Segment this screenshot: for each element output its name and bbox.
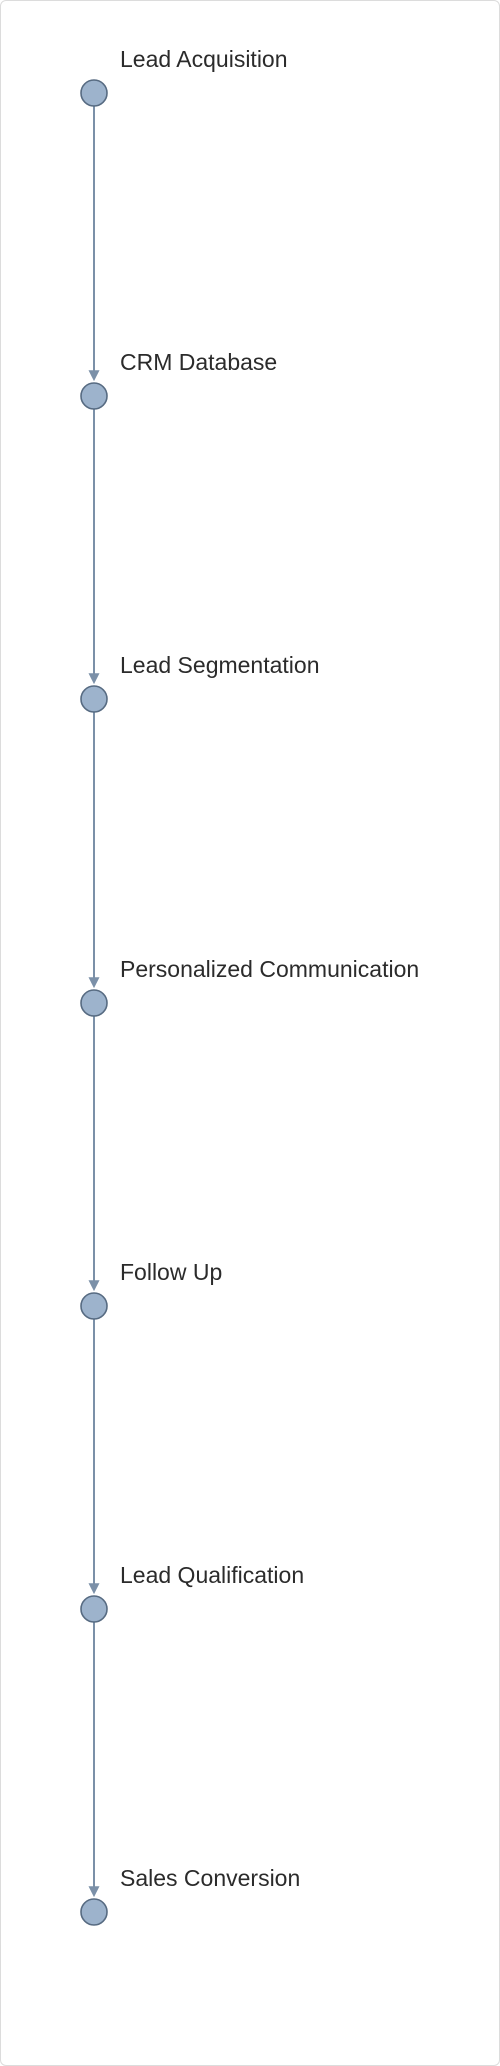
flow-node-label: Lead Acquisition (120, 46, 288, 73)
flow-node (81, 383, 107, 409)
diagram-frame: Lead Acquisition CRM Database Lead Segment… (0, 0, 500, 2066)
flow-node (81, 990, 107, 1016)
flow-node (81, 1899, 107, 1925)
flow-node-label: CRM Database (120, 349, 277, 376)
flow-node-label: Lead Segmentation (120, 652, 320, 679)
flow-node-label: Sales Conversion (120, 1865, 300, 1892)
flow-node (81, 1293, 107, 1319)
flow-node-label: Lead Qualification (120, 1562, 304, 1589)
flow-node-label: Personalized Communication (120, 956, 419, 983)
flow-node (81, 1596, 107, 1622)
flowchart-svg (1, 1, 500, 2066)
flow-node (81, 80, 107, 106)
flow-node-label: Follow Up (120, 1259, 222, 1286)
flow-node (81, 686, 107, 712)
